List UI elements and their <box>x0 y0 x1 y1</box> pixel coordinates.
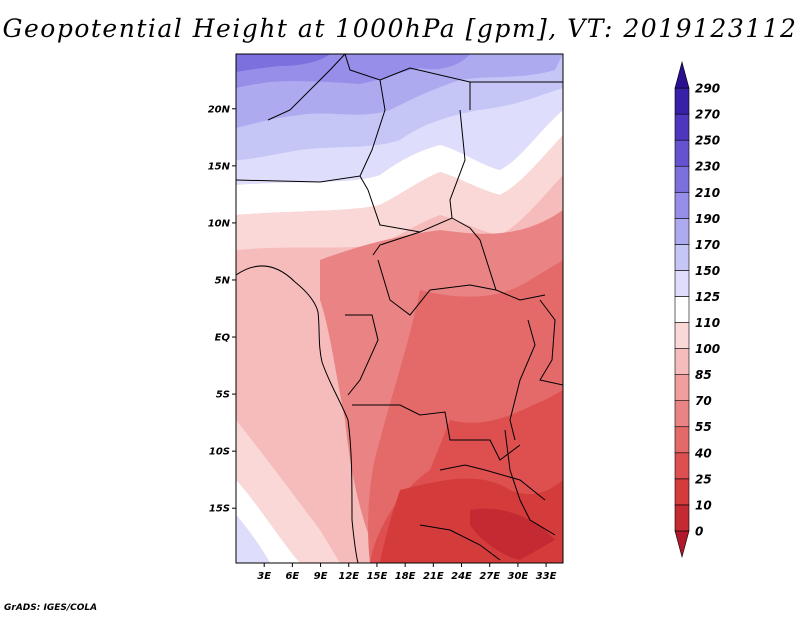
lon-label: 9E <box>314 571 328 582</box>
field-ocean-light <box>236 420 340 563</box>
colorbar-swatch <box>674 191 690 219</box>
lon-label: 18E <box>395 571 416 582</box>
colorbar-label: 85 <box>695 368 712 382</box>
colorbar-swatch <box>674 139 690 167</box>
lon-label: 27E <box>479 571 500 582</box>
field-blue-peak <box>236 54 330 72</box>
colorbar-label: 70 <box>695 394 712 408</box>
colorbar-swatch <box>674 504 690 532</box>
colorbar-swatch <box>674 426 690 454</box>
colorbar-swatch <box>674 60 690 89</box>
lat-label: 15S <box>209 504 230 515</box>
lon-label: 6E <box>285 571 299 582</box>
colorbar-swatch <box>674 165 690 193</box>
colorbar-swatch <box>674 530 690 559</box>
colorbar-swatch <box>674 452 690 480</box>
field-light-pink <box>236 135 563 250</box>
colorbar-label: 10 <box>695 498 712 512</box>
coastlines-and-borders <box>236 54 563 563</box>
lon-label: 30E <box>508 571 529 582</box>
colorbar-label: 250 <box>695 134 720 148</box>
colorbar-label: 290 <box>695 82 720 96</box>
grads-credit: GrADS: IGES/COLA <box>4 603 98 613</box>
field-red-10 <box>470 508 555 560</box>
lon-label: 33E <box>536 571 557 582</box>
lat-label: EQ <box>215 333 231 344</box>
colorbar-label: 40 <box>694 446 712 460</box>
colorbar-swatch <box>674 113 690 141</box>
field-ocean-white <box>236 480 300 563</box>
colorbar-label: 190 <box>695 212 720 226</box>
colorbar-swatch <box>674 87 690 115</box>
colorbar-label: 55 <box>695 420 712 434</box>
lat-label: 5N <box>215 275 231 286</box>
colorbar-label: 0 <box>695 524 703 538</box>
latitude-axis: 20N 15N 10N 5N EQ 5S 10S 15S <box>208 104 236 515</box>
colorbar-label: 125 <box>695 290 720 304</box>
field-white-band <box>236 110 563 215</box>
colorbar-swatch <box>674 400 690 428</box>
field-ocean-blue <box>236 515 270 563</box>
longitude-axis: 3E 6E 9E 12E 15E 18E 21E 24E 27E 30E 33E <box>257 563 557 582</box>
colorbar: 0 10 25 40 55 70 85 100 110 125 150 170 190 210 230 250… <box>674 60 720 559</box>
lon-label: 3E <box>257 571 271 582</box>
colorbar-swatch <box>674 270 690 297</box>
colorbar-swatch <box>674 374 690 401</box>
lat-label: 20N <box>208 104 231 115</box>
colorbar-swatch <box>674 244 690 271</box>
lat-label: 10N <box>208 218 231 229</box>
lon-label: 24E <box>451 571 472 582</box>
colorbar-label: 210 <box>695 186 720 200</box>
colorbar-swatch <box>674 218 690 245</box>
colorbar-label: 230 <box>695 160 720 174</box>
colorbar-label: 100 <box>695 342 720 356</box>
lat-label: 10S <box>209 447 230 458</box>
colorbar-swatch <box>674 348 690 375</box>
lat-label: 15N <box>208 161 231 172</box>
colorbar-swatch <box>674 478 690 506</box>
colorbar-label: 25 <box>695 472 712 486</box>
colorbar-label: 170 <box>695 238 720 252</box>
lon-label: 12E <box>338 571 359 582</box>
map-title: Geopotential Height at 1000hPa [gpm], VT… <box>2 14 798 43</box>
colorbar-swatch <box>674 322 690 349</box>
lon-label: 15E <box>367 571 388 582</box>
colorbar-label: 150 <box>695 264 720 278</box>
colorbar-label: 110 <box>695 316 720 330</box>
colorbar-swatch <box>674 296 690 323</box>
map-frame <box>235 53 564 564</box>
map-plot-area <box>236 54 563 563</box>
lat-label: 5S <box>216 390 230 401</box>
colorbar-label: 270 <box>695 108 720 122</box>
lon-label: 21E <box>423 571 444 582</box>
